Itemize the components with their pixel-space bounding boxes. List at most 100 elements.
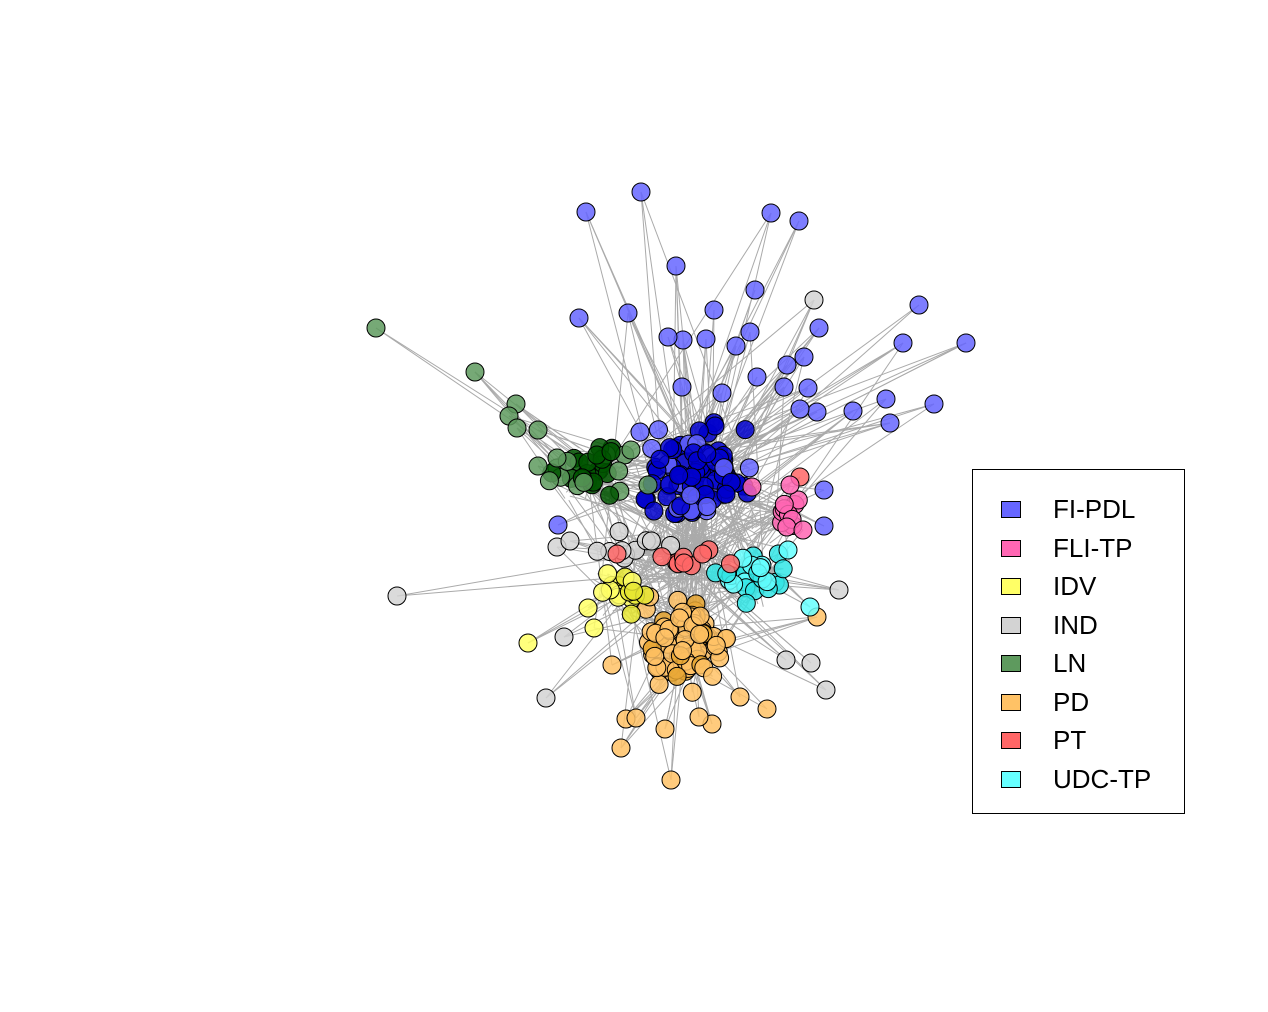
node-pd <box>673 641 692 661</box>
node-fi-pdl <box>669 465 689 485</box>
edge <box>740 422 891 448</box>
legend-swatch-ind <box>1001 616 1021 634</box>
node-udc-tp <box>773 559 793 579</box>
legend: FI-PDL FLI-TP IDV IND LN PD PT UDC-TP <box>972 469 1185 814</box>
edge <box>375 327 599 469</box>
node-pd <box>757 699 777 719</box>
legend-swatch-pd <box>1001 693 1021 711</box>
node-idv <box>593 582 613 602</box>
node-ln <box>507 418 527 438</box>
legend-label-fli-tp: FLI-TP <box>1053 533 1133 563</box>
node-fi-pdl <box>697 444 717 464</box>
node-fi-pdl <box>876 389 896 409</box>
node-pd <box>703 666 723 686</box>
node-fi-pdl <box>774 377 794 397</box>
node-fi-pdl <box>740 322 760 342</box>
node-fi-pdl <box>569 308 589 328</box>
node-fli-tp <box>777 517 797 537</box>
node-fi-pdl <box>814 516 834 536</box>
node-fi-pdl <box>735 420 755 440</box>
node-fi-pdl <box>644 501 664 521</box>
legend-label-udc-tp: UDC-TP <box>1053 764 1152 794</box>
node-pd <box>611 738 631 758</box>
node-ind <box>554 627 574 647</box>
edge <box>615 601 637 719</box>
node-pt <box>607 544 627 564</box>
edge <box>604 299 815 475</box>
node-fi-pdl <box>789 211 809 231</box>
node-ln <box>609 461 629 481</box>
node-fi-pdl <box>761 203 781 223</box>
node-fi-pdl <box>672 377 692 397</box>
node-fi-pdl <box>704 300 724 320</box>
node-idv <box>624 581 643 601</box>
node-ind <box>816 680 836 700</box>
node-fi-pdl <box>716 484 736 504</box>
edge <box>716 331 751 458</box>
legend-item-ind: IND <box>1001 610 1098 640</box>
node-idv <box>598 564 618 584</box>
node-pt <box>674 553 694 573</box>
node-udc-tp <box>778 540 798 560</box>
legend-item-idv: IDV <box>1001 571 1096 601</box>
node-fi-pdl <box>681 485 701 505</box>
node-idv <box>621 604 641 624</box>
node-udc-tp <box>736 593 756 613</box>
node-pd <box>649 674 669 694</box>
node-pd <box>706 635 726 655</box>
edge <box>673 345 737 454</box>
node-fi-pdl <box>618 303 638 323</box>
node-fi-pdl <box>798 378 818 398</box>
node-fi-pdl <box>697 497 717 516</box>
edge <box>585 211 696 462</box>
node-fi-pdl <box>745 280 765 300</box>
edge <box>673 387 809 623</box>
node-fi-pdl <box>649 420 668 440</box>
node-ind <box>609 522 629 542</box>
node-fi-pdl <box>631 182 651 202</box>
node-idv <box>584 618 604 638</box>
node-ind <box>776 650 796 670</box>
node-fi-pdl <box>747 367 767 387</box>
node-udc-tp <box>751 558 770 578</box>
legend-item-fi-pdl: FI-PDL <box>1001 494 1135 524</box>
node-ind <box>560 531 580 551</box>
edge <box>545 550 662 699</box>
node-ln <box>547 448 567 468</box>
node-fi-pdl <box>726 336 746 356</box>
edge <box>569 495 789 551</box>
edge <box>675 548 827 691</box>
node-pt <box>693 544 713 564</box>
edge <box>621 220 800 594</box>
node-fi-pdl <box>807 402 827 422</box>
node-fi-pdl <box>666 256 686 276</box>
node-fi-pdl <box>777 355 797 375</box>
node-ind <box>641 531 661 551</box>
legend-swatch-fli-tp <box>1001 539 1021 557</box>
node-idv <box>578 598 598 618</box>
node-fi-pdl <box>909 295 929 315</box>
node-fi-pdl <box>843 401 863 421</box>
node-fi-pdl <box>790 399 810 419</box>
legend-item-udc-tp: UDC-TP <box>1001 764 1151 794</box>
legend-item-pt: PT <box>1001 725 1086 755</box>
legend-item-fli-tp: FLI-TP <box>1001 533 1132 563</box>
edge <box>747 356 805 582</box>
legend-label-fi-pdl: FI-PDL <box>1053 494 1136 524</box>
legend-label-idv: IDV <box>1053 571 1097 601</box>
node-pd <box>690 624 710 644</box>
node-fi-pdl <box>705 416 725 436</box>
node-pd <box>655 628 675 648</box>
node-fi-pdl <box>650 449 670 469</box>
node-fi-pdl <box>630 422 650 442</box>
node-fli-tp <box>742 477 762 497</box>
node-ind <box>587 541 607 561</box>
edge <box>586 465 613 666</box>
node-fi-pdl <box>696 329 716 349</box>
node-ln <box>638 475 658 495</box>
node-fi-pdl <box>794 347 814 367</box>
node-ln <box>621 440 641 460</box>
node-ln <box>539 471 559 491</box>
node-fli-tp <box>780 475 800 495</box>
